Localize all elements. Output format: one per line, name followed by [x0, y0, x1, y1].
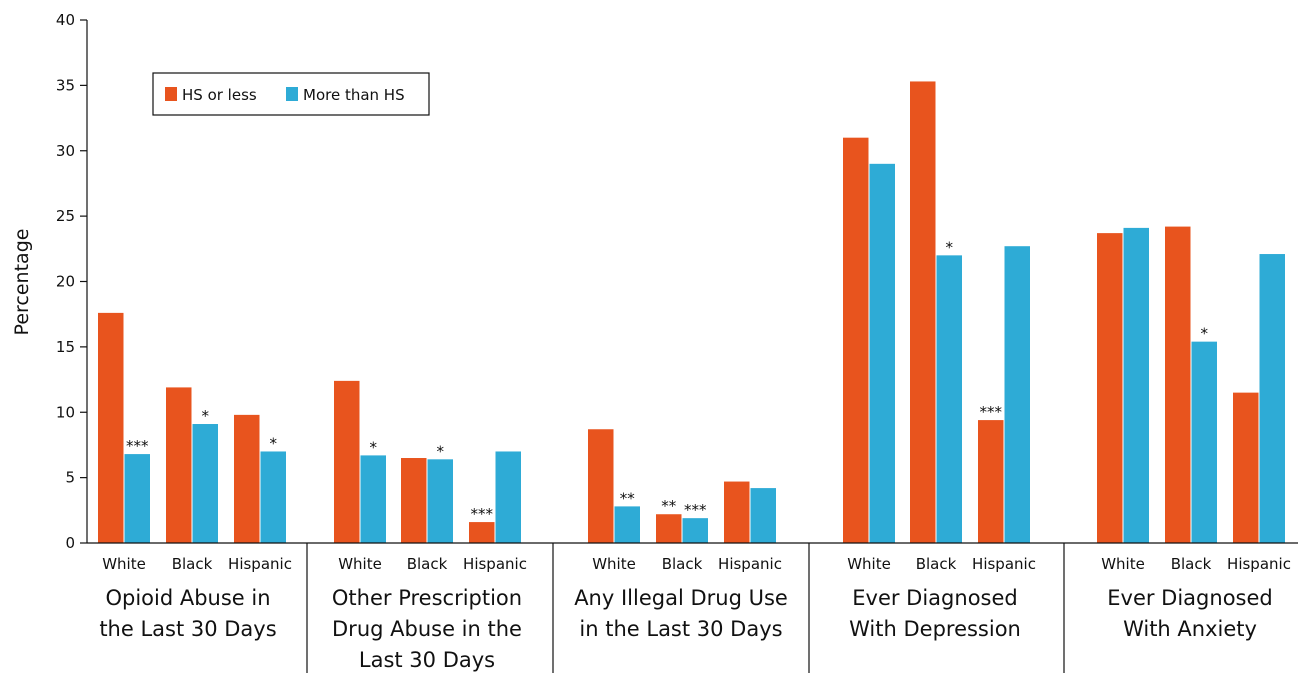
subgroup-label: White [592, 555, 636, 573]
group-label: Ever Diagnosed [852, 586, 1017, 610]
significance-marker: *** [471, 505, 494, 523]
subgroup-label: Hispanic [718, 555, 782, 573]
subgroup-label: White [338, 555, 382, 573]
bar-hs-or-less [401, 458, 427, 543]
y-tick-label: 10 [56, 403, 75, 421]
group-label: Opioid Abuse in [105, 586, 270, 610]
x-axis: White Black Hispanic Opioid Abuse in the Las… [87, 542, 1298, 673]
significance-marker: *** [126, 437, 149, 455]
bar-hs-or-less [469, 522, 495, 543]
subgroup-label: Black [916, 555, 957, 573]
bar-hs-or-less [1097, 233, 1123, 543]
y-tick-label: 5 [65, 469, 75, 487]
bar-more-than-hs [1259, 254, 1285, 544]
bar-hs-or-less [724, 481, 750, 543]
bar-more-than-hs [260, 451, 286, 543]
group-label: the Last 30 Days [99, 617, 276, 641]
significance-markers: ***** * ****** ** ******** [126, 238, 1209, 523]
bar-more-than-hs [124, 454, 150, 543]
subgroup-label: Hispanic [972, 555, 1036, 573]
significance-marker: * [437, 442, 445, 460]
significance-marker: *** [980, 403, 1003, 421]
bar-hs-or-less [978, 420, 1004, 543]
bar-more-than-hs [682, 518, 708, 543]
legend-swatch-hs-or-less [165, 87, 177, 101]
subgroup-label: Black [1171, 555, 1212, 573]
group-label: With Depression [849, 617, 1021, 641]
y-axis: 0 5 10 15 20 25 30 35 40 [56, 11, 88, 552]
legend-swatch-more-than-hs [286, 87, 298, 101]
significance-marker: * [1201, 325, 1209, 343]
bar-more-than-hs [1123, 227, 1149, 543]
significance-marker: ** [620, 489, 636, 507]
subgroup-label: White [102, 555, 146, 573]
y-tick-label: 20 [56, 273, 75, 291]
bar-more-than-hs [869, 163, 895, 543]
bar-more-than-hs [192, 424, 218, 543]
group-label: Last 30 Days [359, 648, 495, 672]
significance-marker: * [202, 407, 210, 425]
significance-marker: *** [684, 501, 707, 519]
group-label: in the Last 30 Days [579, 617, 782, 641]
bar-more-than-hs [614, 506, 640, 543]
legend: HS or less More than HS [152, 72, 430, 116]
group-label: With Anxiety [1123, 617, 1257, 641]
bar-hs-or-less [234, 414, 260, 543]
bar-hs-or-less [588, 429, 614, 543]
group-label: Drug Abuse in the [332, 617, 522, 641]
bar-more-than-hs [1004, 246, 1030, 543]
bar-more-than-hs [936, 255, 962, 543]
bars [98, 81, 1285, 544]
y-tick-label: 30 [56, 142, 75, 160]
bar-hs-or-less [334, 380, 360, 543]
y-axis-label: Percentage [11, 229, 33, 336]
significance-marker: * [370, 438, 378, 456]
bar-hs-or-less [1233, 392, 1259, 543]
subgroup-label: Hispanic [228, 555, 292, 573]
group-label: Other Prescription [332, 586, 522, 610]
significance-marker: ** [661, 497, 677, 515]
bar-hs-or-less [843, 137, 869, 544]
bar-more-than-hs [360, 455, 386, 543]
group-label: Ever Diagnosed [1107, 586, 1272, 610]
bar-hs-or-less [98, 312, 124, 543]
legend-label-hs-or-less: HS or less [182, 86, 257, 104]
y-tick-label: 35 [56, 76, 75, 94]
bar-more-than-hs [427, 459, 453, 543]
significance-marker: * [946, 238, 954, 256]
y-tick-label: 25 [56, 207, 75, 225]
bar-more-than-hs [495, 451, 521, 543]
bar-more-than-hs [750, 488, 776, 543]
y-tick-label: 15 [56, 338, 75, 356]
y-tick-label: 0 [65, 534, 75, 552]
subgroup-label: White [847, 555, 891, 573]
bar-hs-or-less [656, 514, 682, 543]
group-label: Any Illegal Drug Use [574, 586, 788, 610]
bar-hs-or-less [166, 387, 192, 543]
subgroup-label: Hispanic [1227, 555, 1291, 573]
bar-more-than-hs [1191, 341, 1217, 543]
legend-label-more-than-hs: More than HS [303, 86, 405, 104]
bar-hs-or-less [910, 81, 936, 543]
subgroup-label: Black [407, 555, 448, 573]
subgroup-label: White [1101, 555, 1145, 573]
significance-marker: * [270, 434, 278, 452]
y-tick-label: 40 [56, 11, 75, 29]
subgroup-label: Black [662, 555, 703, 573]
subgroup-label: Hispanic [463, 555, 527, 573]
subgroup-label: Black [172, 555, 213, 573]
bar-hs-or-less [1165, 226, 1191, 543]
